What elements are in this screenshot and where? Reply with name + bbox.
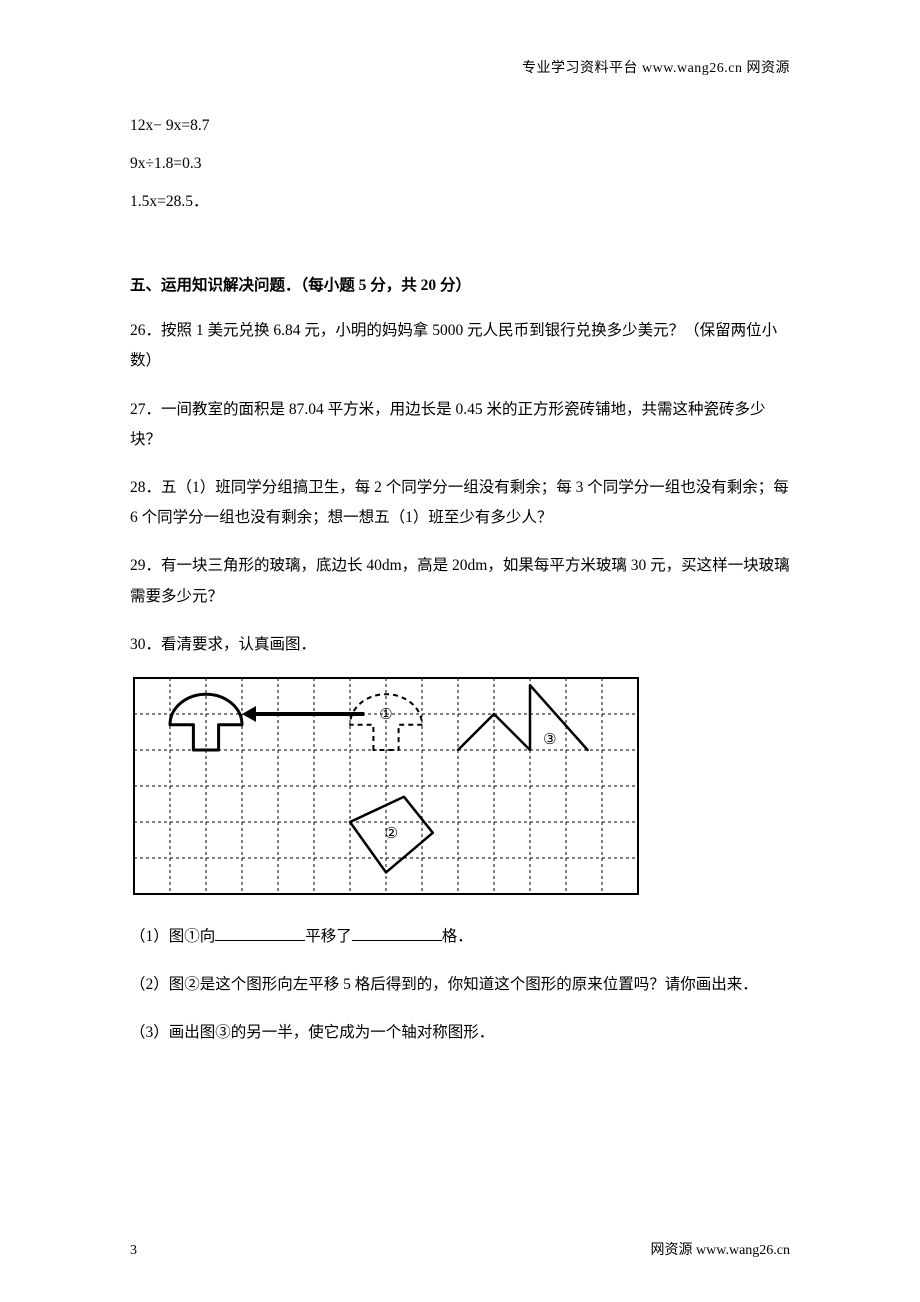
question-30-part1: （1）图①向 平移了 格． [130,922,790,952]
equation-line-3: 1.5x=28.5． [130,190,790,214]
question-29: 29．有一块三角形的玻璃，底边长 40dm，高是 20dm，如果每平方米玻璃 3… [130,551,790,611]
q30-part1-suffix: 格． [442,928,473,945]
svg-text:②: ② [385,826,398,842]
q30-blank-1 [215,926,305,942]
equations-block: 12x− 9x=8.7 9x÷1.8=0.3 1.5x=28.5． [130,114,790,214]
q30-blank-2 [352,926,442,942]
question-30-stem: 30．看清要求，认真画图． [130,630,790,660]
page-number: 3 [130,1240,137,1262]
question-30-figure: ① ③ ② [130,674,790,900]
section-5-title: 五、运用知识解决问题．（每小题 5 分，共 20 分） [130,274,790,298]
header-source: 专业学习资料平台 www.wang26.cn 网资源 [522,58,790,80]
question-30-part3: （3）画出图③的另一半，使它成为一个轴对称图形． [130,1018,790,1048]
svg-text:①: ① [379,707,392,723]
question-26: 26．按照 1 美元兑换 6.84 元，小明的妈妈拿 5000 元人民币到银行兑… [130,316,790,376]
equation-line-2: 9x÷1.8=0.3 [130,152,790,176]
q30-part1-mid: 平移了 [305,928,352,945]
q30-part1-prefix: （1）图①向 [130,928,215,945]
question-28: 28．五（1）班同学分组搞卫生，每 2 个同学分一组没有剩余；每 3 个同学分一… [130,473,790,533]
question-30-part2: （2）图②是这个图形向左平移 5 格后得到的，你知道这个图形的原来位置吗？请你画… [130,970,790,1000]
question-27: 27．一间教室的面积是 87.04 平方米，用边长是 0.45 米的正方形瓷砖铺… [130,395,790,455]
equation-line-1: 12x− 9x=8.7 [130,114,790,138]
svg-text:③: ③ [543,732,556,748]
footer-source: 网资源 www.wang26.cn [651,1240,790,1262]
